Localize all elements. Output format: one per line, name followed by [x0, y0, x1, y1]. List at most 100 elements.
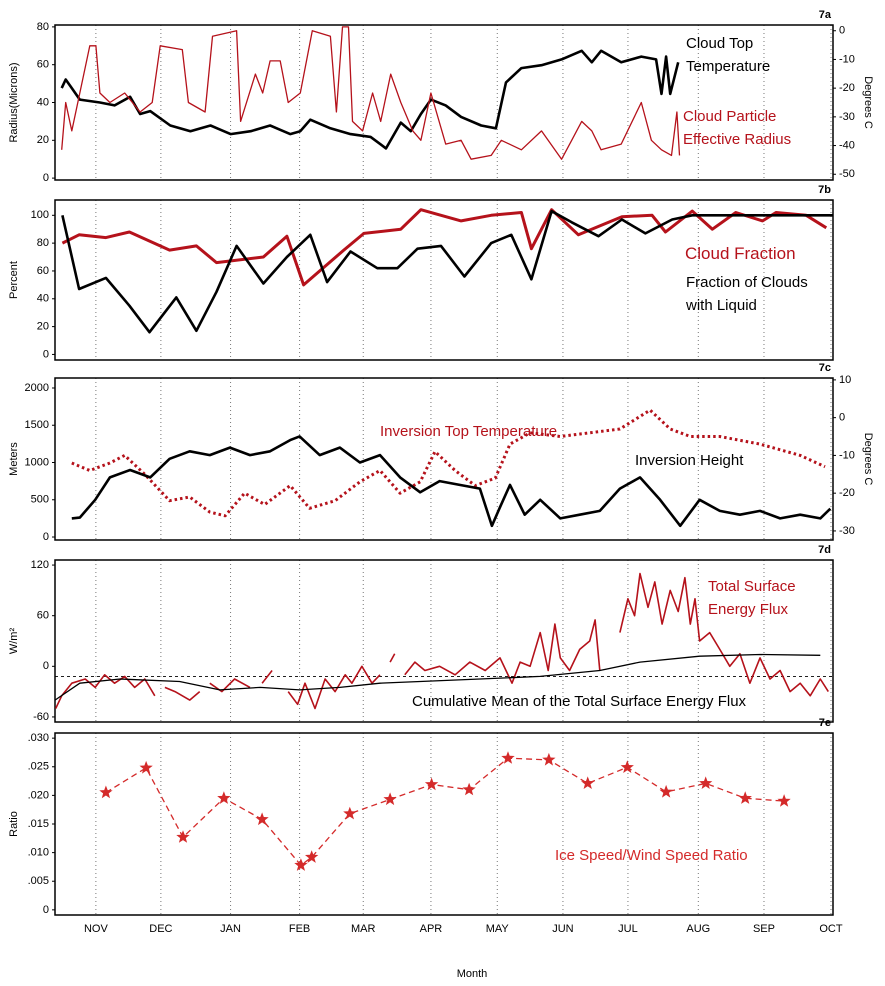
y-tick-label: 100 — [31, 209, 49, 221]
y2-tick-label: 0 — [839, 412, 845, 424]
series-label: Cloud Particle Effective Radius — [683, 108, 792, 148]
star-marker — [294, 858, 308, 871]
star-marker — [305, 850, 319, 863]
y-tick-label: -60 — [33, 711, 49, 723]
series-line — [60, 49, 680, 150]
panel-label: 7e — [819, 717, 831, 729]
series-line — [71, 408, 826, 518]
y-axis-label: Percent — [8, 261, 20, 299]
y2-tick-label: -20 — [839, 487, 855, 499]
series-line — [54, 653, 821, 701]
y2-axis-label: Degrees C — [862, 76, 874, 129]
y-tick-label: 60 — [37, 610, 49, 622]
panel-label: 7c — [819, 362, 831, 374]
star-marker — [501, 751, 515, 764]
y2-tick-label: 0 — [839, 25, 845, 37]
y-tick-label: 1000 — [25, 456, 49, 468]
y-tick-label: 80 — [37, 237, 49, 249]
y-tick-label: 1500 — [25, 419, 49, 431]
star-marker — [542, 752, 556, 766]
star-marker — [777, 794, 791, 807]
y-axis-label: Ratio — [8, 811, 20, 837]
y-tick-label: 0 — [43, 904, 49, 916]
star-marker — [217, 791, 231, 804]
y2-tick-label: -30 — [839, 111, 855, 123]
series-label: Cumulative Mean of the Total Surface Ene… — [412, 693, 747, 710]
panel-label: 7a — [819, 9, 832, 21]
y2-tick-label: 10 — [839, 374, 851, 386]
x-axis-label: Month — [457, 968, 488, 980]
plot-frame — [54, 559, 834, 723]
star-marker — [99, 785, 113, 799]
star-marker — [620, 760, 634, 773]
panel-label: 7b — [818, 184, 831, 196]
x-tick-label: NOV — [84, 923, 109, 935]
y-tick-label: 0 — [43, 531, 49, 543]
series-label: Cloud Fraction — [685, 244, 796, 263]
star-marker — [581, 776, 595, 789]
series-line — [61, 26, 681, 160]
y-tick-label: .030 — [28, 732, 49, 744]
x-tick-label: JUL — [618, 923, 638, 935]
y2-tick-label: -50 — [839, 168, 855, 180]
y2-axis-label: Degrees C — [862, 433, 874, 486]
star-marker — [424, 777, 439, 791]
series-label: Total Surface Energy Flux — [708, 578, 796, 618]
x-tick-label: APR — [420, 923, 443, 935]
y-tick-label: 0 — [43, 172, 49, 184]
y-tick-label: 20 — [37, 134, 49, 146]
star-marker — [383, 792, 397, 806]
y-tick-label: .010 — [28, 847, 49, 859]
y-tick-label: .015 — [28, 818, 49, 830]
series-line — [54, 572, 829, 710]
series-line — [61, 209, 833, 334]
y-tick-label: 20 — [37, 321, 49, 333]
series-label: Fraction of Clouds with Liquid — [686, 274, 808, 314]
star-marker — [343, 806, 357, 820]
x-tick-label: AUG — [686, 923, 710, 935]
star-marker — [659, 784, 673, 798]
y2-tick-label: -20 — [839, 82, 855, 94]
star-marker — [176, 830, 190, 843]
plot-frame — [54, 199, 834, 361]
x-tick-label: OCT — [819, 923, 843, 935]
series-line — [71, 435, 832, 528]
y-tick-label: 0 — [43, 660, 49, 672]
y2-tick-label: -10 — [839, 449, 855, 461]
series-label: Ice Speed/Wind Speed Ratio — [555, 847, 748, 864]
plot-frame — [54, 732, 834, 916]
y-tick-label: 40 — [37, 293, 49, 305]
x-tick-label: JUN — [552, 923, 573, 935]
x-tick-label: JAN — [220, 923, 241, 935]
star-marker — [699, 776, 713, 789]
series-line — [61, 208, 828, 287]
y-tick-label: 2000 — [25, 382, 49, 394]
x-tick-label: MAR — [351, 923, 376, 935]
star-marker — [255, 812, 269, 826]
x-tick-label: FEB — [289, 923, 310, 935]
y2-tick-label: -10 — [839, 53, 855, 65]
y-tick-label: 60 — [37, 265, 49, 277]
x-tick-label: SEP — [753, 923, 775, 935]
star-marker — [139, 760, 153, 774]
y-tick-label: .025 — [28, 761, 49, 773]
y-tick-label: .020 — [28, 789, 49, 801]
star-marker — [462, 782, 476, 796]
star-marker — [738, 791, 752, 804]
series-label: Inversion Top Temperature — [380, 423, 558, 440]
y2-tick-label: -40 — [839, 139, 855, 151]
y-tick-label: 60 — [37, 59, 49, 71]
y-tick-label: 80 — [37, 21, 49, 33]
y-tick-label: 120 — [31, 559, 49, 571]
plot-frame — [54, 377, 834, 541]
x-tick-label: DEC — [149, 923, 172, 935]
y2-tick-label: -30 — [839, 525, 855, 537]
y-axis-label: Meters — [8, 442, 20, 476]
panel-label: 7d — [818, 544, 831, 556]
y-axis-label: Radius(Microns) — [8, 62, 20, 142]
series-label: Inversion Height — [635, 452, 744, 469]
y-tick-label: 0 — [43, 348, 49, 360]
y-tick-label: 500 — [31, 494, 49, 506]
